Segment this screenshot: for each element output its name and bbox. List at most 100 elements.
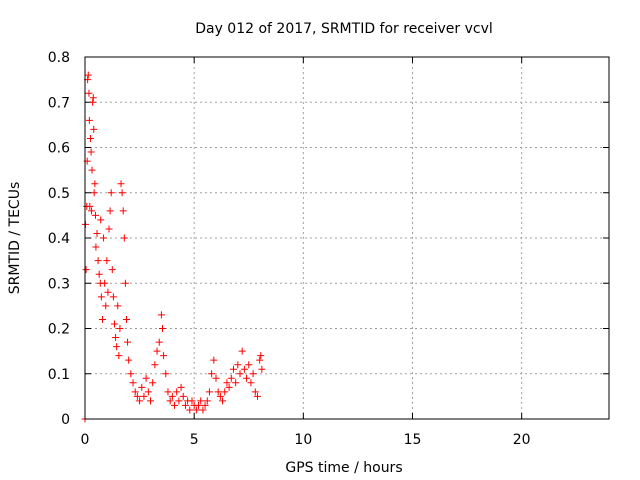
x-tick-label: 20 bbox=[513, 432, 531, 448]
data-point bbox=[107, 189, 115, 197]
data-point bbox=[173, 388, 181, 396]
data-point bbox=[85, 116, 93, 124]
data-point bbox=[87, 148, 95, 156]
data-point bbox=[89, 98, 97, 106]
x-tick-label: 5 bbox=[190, 432, 199, 448]
data-point bbox=[216, 392, 224, 400]
y-axis-label: SRMTID / TECUs bbox=[7, 182, 23, 295]
data-point bbox=[236, 370, 244, 378]
data-point bbox=[109, 293, 117, 301]
data-point bbox=[166, 397, 174, 405]
data-point bbox=[168, 392, 176, 400]
data-point bbox=[157, 311, 165, 319]
data-point bbox=[108, 266, 116, 274]
data-point bbox=[258, 365, 266, 373]
data-point bbox=[201, 401, 209, 409]
data-point bbox=[205, 388, 213, 396]
data-point bbox=[153, 347, 161, 355]
y-tick-label: 0.2 bbox=[48, 322, 70, 338]
data-point bbox=[179, 392, 187, 400]
data-point bbox=[131, 388, 139, 396]
y-tick-label: 0.5 bbox=[48, 186, 70, 202]
data-point bbox=[225, 383, 233, 391]
data-point bbox=[151, 361, 159, 369]
y-tick-label: 0 bbox=[61, 412, 70, 428]
data-point bbox=[227, 374, 235, 382]
data-point bbox=[116, 325, 124, 332]
data-point bbox=[121, 279, 129, 287]
data-point bbox=[91, 180, 99, 188]
data-point bbox=[175, 397, 183, 405]
data-point bbox=[129, 379, 137, 387]
data-point bbox=[219, 397, 227, 405]
data-point bbox=[177, 383, 185, 391]
data-point bbox=[210, 356, 218, 364]
data-point bbox=[106, 207, 114, 215]
data-point bbox=[199, 406, 207, 414]
data-point bbox=[155, 338, 163, 346]
data-point bbox=[98, 315, 106, 323]
data-point bbox=[122, 315, 130, 323]
data-point bbox=[86, 202, 94, 210]
data-point bbox=[120, 234, 128, 242]
chart-title: Day 012 of 2017, SRMTID for receiver vcv… bbox=[195, 21, 493, 37]
plot-frame bbox=[84, 56, 610, 420]
data-point bbox=[245, 361, 253, 369]
data-point bbox=[229, 365, 237, 373]
data-point bbox=[234, 361, 242, 369]
data-point bbox=[86, 134, 94, 142]
data-point bbox=[117, 180, 125, 188]
data-point bbox=[93, 229, 101, 237]
data-point bbox=[140, 392, 148, 400]
data-point bbox=[171, 401, 179, 409]
y-tick-label: 0.8 bbox=[48, 50, 70, 66]
data-point bbox=[221, 388, 229, 396]
data-point bbox=[247, 379, 255, 387]
y-tick-label: 0.3 bbox=[48, 276, 70, 292]
data-point bbox=[110, 320, 118, 328]
x-axis-label: GPS time / hours bbox=[285, 460, 402, 476]
data-point bbox=[149, 379, 157, 387]
data-point bbox=[251, 388, 259, 396]
data-point bbox=[243, 374, 251, 382]
data-point bbox=[105, 225, 113, 233]
data-point bbox=[133, 392, 141, 400]
data-point bbox=[124, 338, 132, 346]
data-point bbox=[160, 352, 168, 360]
data-point bbox=[223, 379, 231, 387]
ticks: 0 5 10 15 20 0 0.1 0.2 0.3 0.4 0.5 0.6 0.7 0.8 bbox=[48, 50, 609, 448]
data-point bbox=[97, 293, 105, 301]
data-point bbox=[253, 392, 261, 400]
y-tick-label: 0.6 bbox=[48, 141, 70, 157]
data-point bbox=[118, 189, 126, 197]
data-point bbox=[214, 388, 222, 396]
data-point bbox=[112, 334, 120, 342]
data-point bbox=[100, 234, 108, 242]
data-point bbox=[256, 356, 264, 364]
data-point bbox=[94, 257, 102, 265]
data-point bbox=[203, 397, 211, 405]
data-point bbox=[102, 302, 110, 310]
data-point bbox=[195, 401, 203, 409]
data-point bbox=[159, 325, 167, 332]
data-point bbox=[192, 406, 200, 414]
data-point bbox=[232, 379, 240, 387]
y-tick-label: 0.4 bbox=[48, 231, 70, 247]
grid bbox=[85, 57, 609, 419]
data-points bbox=[81, 71, 266, 423]
data-point bbox=[136, 397, 144, 405]
data-point bbox=[127, 370, 135, 378]
data-point bbox=[97, 216, 105, 224]
data-point bbox=[162, 370, 170, 378]
data-point bbox=[113, 343, 121, 351]
data-point bbox=[147, 397, 154, 405]
data-point bbox=[238, 347, 246, 355]
data-point bbox=[119, 207, 127, 215]
data-point bbox=[91, 211, 99, 219]
data-point bbox=[89, 94, 97, 102]
data-point bbox=[84, 71, 92, 79]
data-point bbox=[181, 401, 189, 409]
data-point bbox=[164, 388, 172, 396]
data-point bbox=[95, 270, 103, 278]
